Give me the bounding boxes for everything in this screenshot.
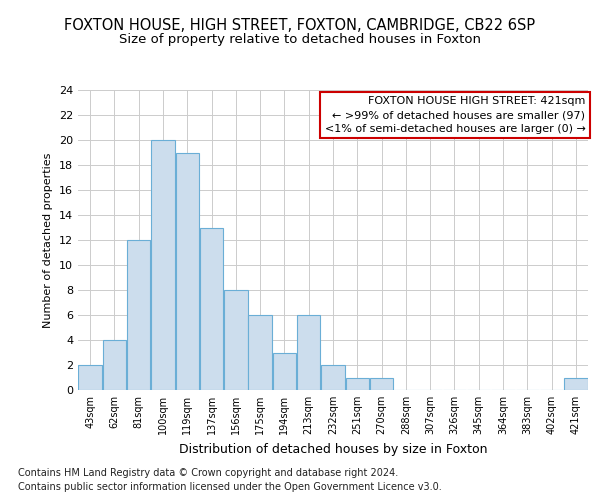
Bar [370,378,394,390]
X-axis label: Distribution of detached houses by size in Foxton: Distribution of detached houses by size … [179,442,487,456]
Bar [297,315,320,390]
Text: Contains public sector information licensed under the Open Government Licence v3: Contains public sector information licen… [18,482,442,492]
Bar [321,365,345,390]
Bar [200,228,223,390]
Bar [248,315,272,390]
Bar [346,378,369,390]
Text: Contains HM Land Registry data © Crown copyright and database right 2024.: Contains HM Land Registry data © Crown c… [18,468,398,477]
Text: Size of property relative to detached houses in Foxton: Size of property relative to detached ho… [119,32,481,46]
Text: FOXTON HOUSE HIGH STREET: 421sqm
← >99% of detached houses are smaller (97)
<1% : FOXTON HOUSE HIGH STREET: 421sqm ← >99% … [325,96,586,134]
Bar [564,378,587,390]
Bar [176,152,199,390]
Bar [272,352,296,390]
Bar [127,240,151,390]
Text: FOXTON HOUSE, HIGH STREET, FOXTON, CAMBRIDGE, CB22 6SP: FOXTON HOUSE, HIGH STREET, FOXTON, CAMBR… [64,18,536,32]
Bar [224,290,248,390]
Y-axis label: Number of detached properties: Number of detached properties [43,152,53,328]
Bar [103,340,126,390]
Bar [79,365,102,390]
Bar [151,140,175,390]
